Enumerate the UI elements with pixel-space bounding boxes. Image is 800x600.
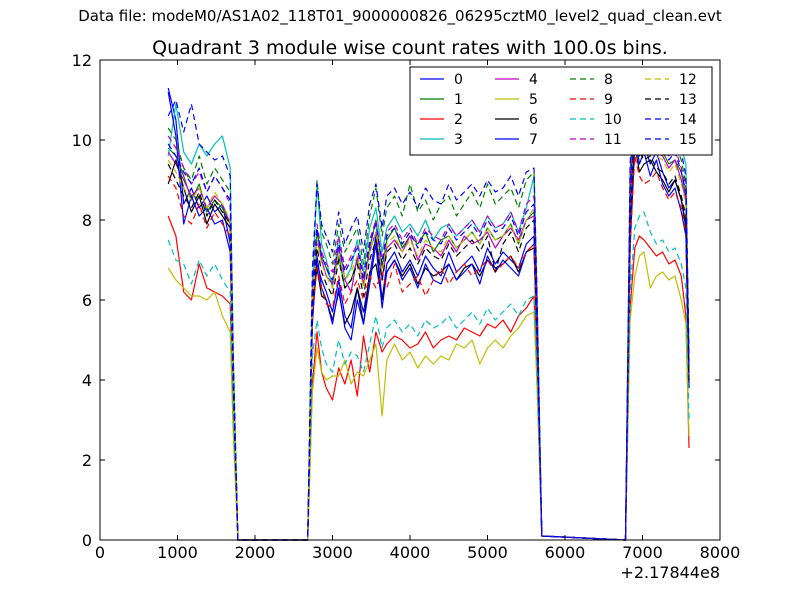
series-line-6 <box>167 143 690 541</box>
series-line-5 <box>167 251 690 541</box>
legend-label-15: 15 <box>679 132 697 148</box>
legend-box <box>409 66 713 156</box>
x-tick-label: 5000 <box>467 543 508 562</box>
legend-label-12: 12 <box>679 72 697 88</box>
legend-label-3: 3 <box>454 132 463 148</box>
series-line-11 <box>167 99 690 541</box>
series-line-13 <box>167 127 690 541</box>
legend-label-14: 14 <box>679 112 697 128</box>
x-tick-label: 3000 <box>312 543 353 562</box>
legend-label-7: 7 <box>529 132 538 148</box>
legend-label-8: 8 <box>604 72 613 88</box>
series-line-8 <box>167 95 690 541</box>
legend-label-4: 4 <box>529 72 538 88</box>
suptitle: Data file: modeM0/AS1A02_118T01_90000008… <box>78 7 722 25</box>
legend-label-0: 0 <box>454 72 463 88</box>
legend-label-2: 2 <box>454 112 463 128</box>
x-tick-label: 0 <box>95 543 105 562</box>
series-line-7 <box>167 91 690 541</box>
series-line-14 <box>167 79 690 541</box>
x-tick-label: 6000 <box>545 543 586 562</box>
y-tick-label: 4 <box>82 371 92 390</box>
legend-label-5: 5 <box>529 92 538 108</box>
legend-label-10: 10 <box>604 112 622 128</box>
chart-title: Quadrant 3 module wise count rates with … <box>152 37 668 59</box>
legend-label-1: 1 <box>454 92 463 108</box>
y-tick-label: 0 <box>82 531 92 550</box>
series-line-0 <box>167 87 690 541</box>
series-line-15 <box>167 103 690 541</box>
legend-label-9: 9 <box>604 92 613 108</box>
x-offset-label: +2.17844e8 <box>620 563 720 582</box>
x-tick-label: 4000 <box>390 543 431 562</box>
y-tick-label: 8 <box>82 211 92 230</box>
x-tick-label: 8000 <box>700 543 741 562</box>
legend-label-13: 13 <box>679 92 697 108</box>
y-tick-label: 2 <box>82 451 92 470</box>
series-line-2 <box>167 215 690 541</box>
x-tick-label: 1000 <box>157 543 198 562</box>
legend-label-6: 6 <box>529 112 538 128</box>
ticks-layer: 0 1000 2000 3000 4000 5000 6000 7000 80000246810… <box>72 51 741 562</box>
series-line-12 <box>167 115 690 541</box>
x-tick-label: 2000 <box>235 543 276 562</box>
y-tick-label: 10 <box>72 131 92 150</box>
series-line-9 <box>167 155 690 541</box>
series-line-4 <box>167 103 690 541</box>
series-line-10 <box>167 211 690 541</box>
y-tick-label: 6 <box>82 291 92 310</box>
x-tick-label: 7000 <box>622 543 663 562</box>
legend-label-11: 11 <box>604 132 622 148</box>
y-tick-label: 12 <box>72 51 92 70</box>
